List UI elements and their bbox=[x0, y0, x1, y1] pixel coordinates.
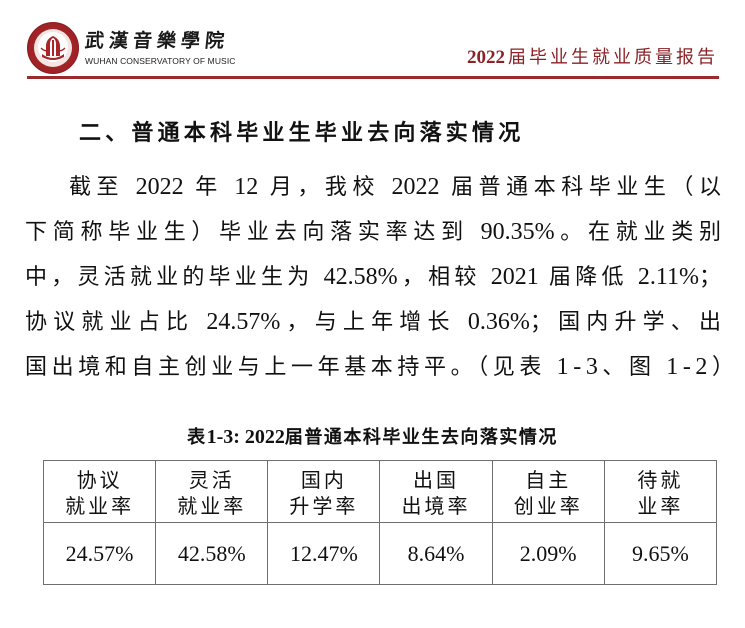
header-divider bbox=[27, 76, 719, 79]
report-title-year: 2022 bbox=[467, 47, 505, 68]
col-header-entrepreneurship: 自主 创业率 bbox=[491, 460, 605, 523]
cell-agreement-employment-rate: 24.57% bbox=[42, 522, 157, 585]
page-header: 武漢音樂學院 WUHAN CONSERVATORY OF MUSIC 2022 届… bbox=[0, 0, 745, 82]
col-header-flexible-employment: 灵活 就业率 bbox=[155, 460, 269, 523]
school-logo: 武漢音樂學院 WUHAN CONSERVATORY OF MUSIC bbox=[27, 22, 236, 74]
cell-domestic-study-rate: 12.47% bbox=[267, 522, 381, 585]
cell-overseas-rate: 8.64% bbox=[379, 522, 493, 585]
cell-flexible-employment-rate: 42.58% bbox=[155, 522, 269, 585]
paragraph-line-2: 下简称毕业生）毕业去向落实率达到 90.35%。在就业类别 bbox=[25, 219, 721, 245]
report-title-text: 届毕业生就业质量报告 bbox=[508, 47, 718, 68]
table-header-row: 协议 就业率 灵活 就业率 国内 升学率 出国 出境率 自主 创业率 待就 业率 bbox=[42, 460, 718, 523]
report-title: 2022 届毕业生就业质量报告 bbox=[467, 46, 718, 70]
cell-awaiting-employment-rate: 9.65% bbox=[603, 522, 718, 585]
school-name-english: WUHAN CONSERVATORY OF MUSIC bbox=[85, 56, 236, 66]
col-header-awaiting-employment: 待就 业率 bbox=[603, 460, 718, 523]
table-row: 24.57% 42.58% 12.47% 8.64% 2.09% 9.65% bbox=[42, 522, 718, 585]
school-name-chinese: 武漢音樂學院 bbox=[83, 30, 231, 52]
school-seal-icon bbox=[27, 22, 79, 74]
table-caption: 表1-3: 2022届普通本科毕业生去向落实情况 bbox=[187, 426, 558, 448]
section-heading: 二、普通本科毕业生毕业去向落实情况 bbox=[79, 120, 525, 146]
paragraph-line-3: 中，灵活就业的毕业生为 42.58%，相较 2021 届降低 2.11%； bbox=[25, 264, 722, 290]
paragraph-line-4: 协议就业占比 24.57%，与上年增长 0.36%；国内升学、出 bbox=[25, 309, 722, 335]
paragraph-line-5: 国出境和自主创业与上一年基本持平。（见表 1-3、图 1-2） bbox=[25, 354, 739, 380]
body-paragraph: 截至 2022 年 12 月，我校 2022 届普通本科毕业生（以 下简称毕业生… bbox=[25, 165, 739, 390]
col-header-domestic-study: 国内 升学率 bbox=[267, 460, 381, 523]
cell-entrepreneurship-rate: 2.09% bbox=[491, 522, 605, 585]
col-header-agreement-employment: 协议 就业率 bbox=[42, 460, 157, 523]
paragraph-line-1: 截至 2022 年 12 月，我校 2022 届普通本科毕业生（以 bbox=[69, 174, 721, 200]
destination-rate-table: 协议 就业率 灵活 就业率 国内 升学率 出国 出境率 自主 创业率 待就 业率 24.57… bbox=[42, 460, 718, 585]
col-header-overseas: 出国 出境率 bbox=[379, 460, 493, 523]
